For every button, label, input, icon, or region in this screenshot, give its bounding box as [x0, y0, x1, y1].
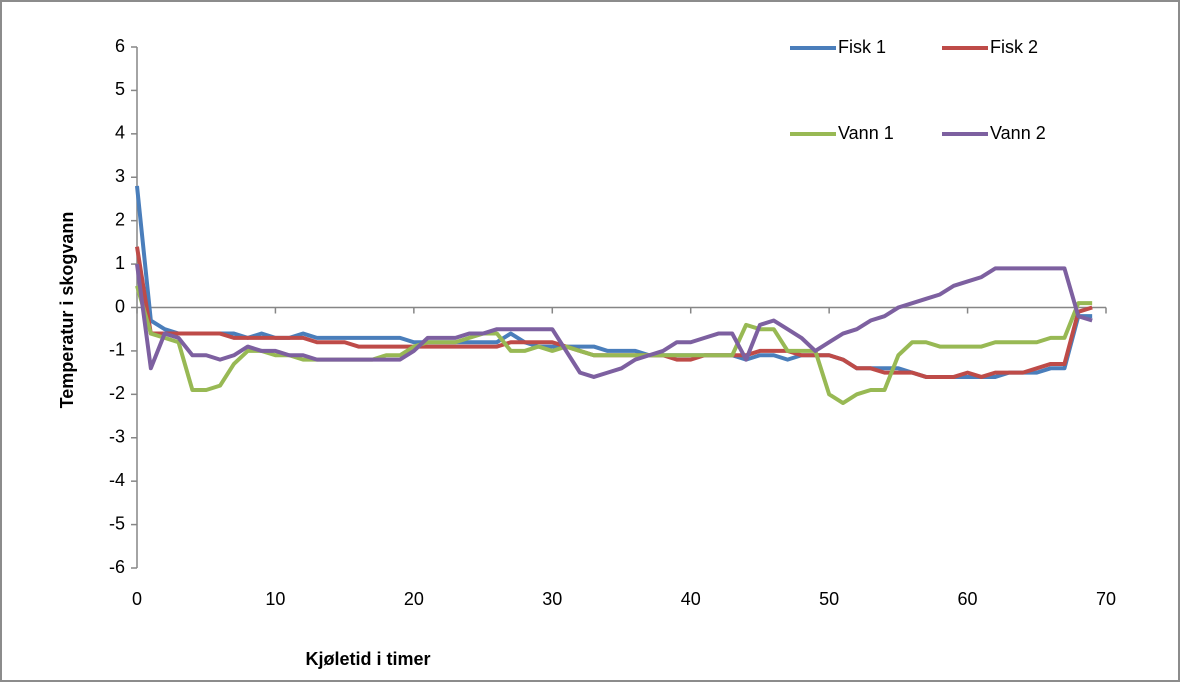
x-tick-label: 10 — [265, 589, 285, 609]
x-tick-label: 0 — [132, 589, 142, 609]
legend-label: Vann 1 — [838, 123, 894, 143]
y-tick-label: 5 — [115, 79, 125, 99]
y-tick-label: -1 — [109, 340, 125, 360]
y-tick-label: 0 — [115, 296, 125, 316]
y-tick-label: -2 — [109, 383, 125, 403]
y-tick-label: 4 — [115, 123, 125, 143]
y-tick-label: -6 — [109, 557, 125, 577]
x-tick-label: 50 — [819, 589, 839, 609]
x-tick-label: 60 — [958, 589, 978, 609]
series-line — [135, 263, 1093, 379]
y-tick-label: 2 — [115, 209, 125, 229]
x-axis-title: Kjøletid i timer — [305, 649, 430, 669]
y-tick-label: -3 — [109, 427, 125, 447]
y-tick-label: -5 — [109, 513, 125, 533]
legend-label: Fisk 2 — [990, 37, 1038, 57]
x-tick-label: 70 — [1096, 589, 1116, 609]
series-line — [135, 285, 1093, 406]
x-tick-label: 20 — [404, 589, 424, 609]
x-tick-label: 30 — [542, 589, 562, 609]
x-tick-label: 40 — [681, 589, 701, 609]
y-axis-title: Temperatur i skogvann — [57, 212, 77, 409]
y-tick-label: 1 — [115, 253, 125, 273]
y-tick-label: 6 — [115, 36, 125, 56]
y-tick-label: -4 — [109, 470, 125, 490]
legend-label: Fisk 1 — [838, 37, 886, 57]
y-tick-label: 3 — [115, 166, 125, 186]
legend-label: Vann 2 — [990, 123, 1046, 143]
